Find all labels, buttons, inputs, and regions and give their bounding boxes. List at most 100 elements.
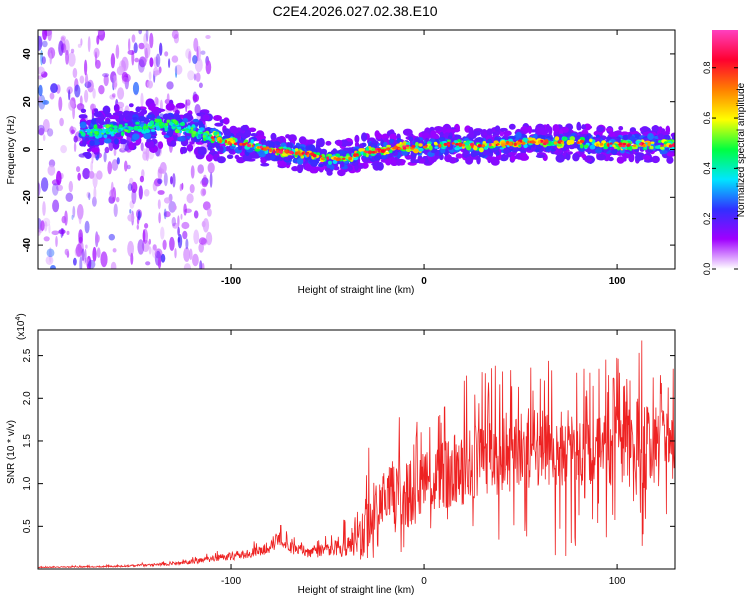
spectrogram-cell [88, 192, 91, 201]
spectrogram-cell [377, 150, 381, 153]
spectrogram-cell [146, 138, 152, 143]
spectrogram-cell [307, 139, 316, 144]
spectrogram-cell [44, 30, 52, 37]
spectrogram-cell [513, 142, 517, 146]
spectrogram-cell [207, 136, 212, 140]
spectrogram-cell [127, 183, 133, 192]
spectrogram-cell [550, 148, 557, 152]
spectrogram-cell [384, 157, 392, 166]
spectrogram-cell [496, 143, 500, 146]
spectrogram-cell [332, 148, 338, 155]
spectrogram-cell [80, 108, 87, 114]
spectrogram-cell [49, 92, 55, 100]
spectrogram-cell [138, 30, 142, 35]
spectrogram-cell [99, 34, 105, 42]
spectrogram-cell [183, 203, 187, 216]
spectrogram-cell [430, 156, 437, 162]
spectrogram-cell [208, 134, 213, 137]
spectrogram-cell [72, 205, 76, 218]
spectrogram-cell [118, 124, 123, 128]
spectrogram-cell [666, 152, 675, 157]
spectrogram-cell [521, 141, 526, 145]
spectrogram-cell [298, 136, 307, 145]
spectrogram-cell [186, 144, 194, 152]
spectrogram-cell [174, 248, 177, 259]
spectrogram-cell [113, 148, 117, 156]
spectrogram-cell [595, 143, 599, 147]
spectrogram-cell [479, 147, 484, 153]
spectrogram-cell [142, 228, 148, 244]
spectrogram-cell [284, 149, 288, 153]
spectrogram-cell [78, 114, 88, 119]
spectrogram-cell [157, 199, 161, 210]
spectrogram-cell [134, 57, 139, 63]
spectrogram-cell [226, 154, 234, 159]
colorbar: 0.0 0.2 0.4 0.6 0.8 Normalized spectral ampl… [702, 30, 747, 275]
spectrogram-cell [93, 111, 103, 118]
spectrogram-cell [186, 193, 194, 204]
spectrogram-cell [384, 151, 390, 155]
spectrogram-cell [548, 126, 553, 136]
spectrogram-cell [136, 224, 139, 230]
spectrogram-cell [61, 215, 67, 224]
colorbar-tick-label: 0.4 [702, 162, 712, 175]
spectrogram-cell [92, 246, 97, 262]
spectrogram-cell [174, 64, 183, 75]
colorbar-tick-label: 0.6 [702, 112, 712, 125]
spectrogram-cell [438, 143, 442, 148]
snr-xlabel: Height of straight line (km) [298, 585, 415, 596]
spectrogram-cell [340, 160, 345, 168]
spectrogram-cell [661, 131, 670, 136]
spectrogram-cell [89, 140, 95, 147]
spectrogram-cell [101, 128, 106, 134]
spectrogram-cell [140, 142, 144, 152]
spectrogram-cell [561, 136, 568, 142]
spectrogram-cell [43, 221, 48, 232]
spectrogram-cell [138, 42, 145, 50]
spectrogram-cell [219, 139, 223, 143]
spectrogram-cell [660, 146, 665, 150]
spectrogram-cell [508, 138, 513, 142]
spectrogram-cell [205, 231, 213, 246]
spectrogram-cell [58, 40, 64, 56]
spectrogram-cell [154, 118, 160, 123]
spectrogram-cell [589, 144, 596, 150]
spectrogram-cell [301, 152, 305, 155]
spectrogram-cell [465, 145, 472, 151]
spectrogram-cell [143, 189, 150, 197]
spectrogram-cell [377, 148, 382, 151]
spectrogram-cell [70, 48, 75, 54]
spectrogram-cell [159, 162, 167, 174]
spectrogram-cell [181, 146, 188, 154]
spectrogram-cell [250, 133, 258, 137]
x-tick-label: -100 [221, 276, 241, 287]
spectrogram-cell [193, 127, 196, 131]
spectrogram-cell [660, 150, 668, 155]
spectrogram-cell [367, 150, 372, 154]
spectrogram-cell [544, 139, 549, 143]
spectrogram-cell [288, 134, 297, 143]
spectrogram-cell [177, 234, 183, 249]
spectrogram-cell [472, 145, 478, 151]
spectrogram-cell [260, 162, 270, 167]
spectrogram-cell [42, 119, 50, 133]
spectrogram-cell [202, 114, 210, 122]
spectrogram-cell [408, 136, 414, 142]
spectrogram-cell [533, 133, 538, 139]
spectrogram-cell [316, 152, 321, 156]
spectrogram-cell [535, 126, 546, 133]
spectrogram-cell [193, 229, 200, 245]
spectrogram-cell [110, 53, 116, 69]
spectrogram-cell [337, 169, 346, 177]
y-tick-label: 40 [22, 48, 33, 60]
spectrogram-cell [38, 182, 41, 197]
spectrogram-cell [107, 161, 112, 175]
spectrogram-cell [81, 248, 85, 262]
spectrogram-cell [91, 118, 97, 125]
spectrogram-cell [65, 192, 74, 202]
spectrogram-cell [82, 257, 90, 265]
spectrogram-cell [642, 144, 645, 148]
spectrogram-cell [119, 138, 127, 145]
spectrogram-cell [269, 148, 273, 153]
spectrogram-cell [165, 123, 169, 126]
